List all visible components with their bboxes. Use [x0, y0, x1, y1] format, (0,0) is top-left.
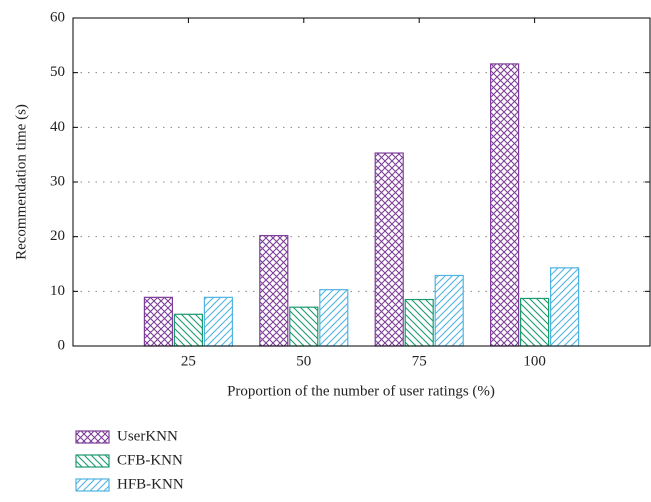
- bar: [173, 313, 203, 347]
- y-axis-label: Recommendation time (s): [13, 104, 29, 260]
- bar: [259, 234, 289, 347]
- legend-label: UserKNN: [117, 428, 178, 444]
- legend-swatch: [75, 478, 110, 492]
- bar: [143, 296, 173, 347]
- y-tick-label: 10: [50, 283, 65, 299]
- bar: [490, 63, 520, 347]
- y-tick-label: 0: [58, 337, 66, 353]
- bar: [203, 296, 233, 347]
- y-tick-label: 40: [50, 119, 65, 135]
- y-tick-label: 60: [50, 9, 65, 25]
- bar: [549, 267, 580, 347]
- legend-swatch: [75, 430, 110, 444]
- x-tick-label: 25: [181, 353, 196, 369]
- legend-label: HFB-KNN: [117, 476, 184, 492]
- bar: [434, 274, 464, 347]
- y-tick-label: 50: [50, 64, 65, 80]
- x-tick-label: 75: [412, 353, 427, 369]
- bar: [374, 152, 404, 347]
- legend-swatch: [75, 454, 110, 468]
- bar: [404, 298, 434, 347]
- bar: [289, 306, 319, 347]
- legend-label: CFB-KNN: [117, 452, 183, 468]
- plot-frame: [72, 17, 651, 347]
- x-tick-label: 100: [523, 353, 546, 369]
- bar: [319, 289, 349, 347]
- y-tick-label: 30: [50, 173, 65, 189]
- x-axis-label: Proportion of the number of user ratings…: [227, 383, 495, 399]
- bar: [519, 297, 550, 347]
- y-tick-label: 20: [50, 228, 65, 244]
- x-tick-label: 50: [296, 353, 311, 369]
